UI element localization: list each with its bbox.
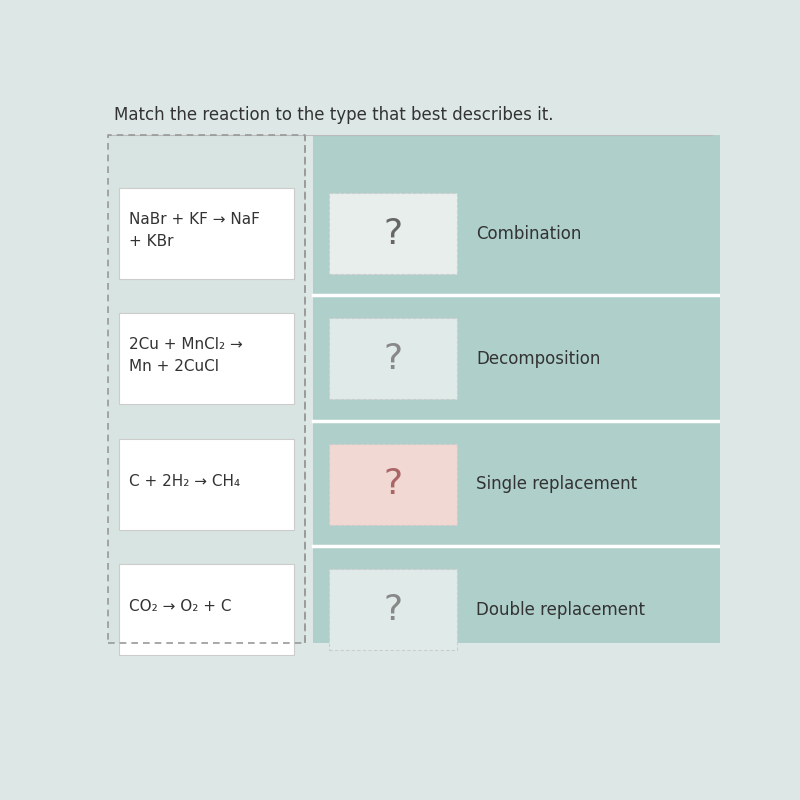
Text: ?: ?: [383, 467, 402, 501]
Text: Match the reaction to the type that best describes it.: Match the reaction to the type that best…: [114, 106, 554, 124]
Bar: [329, 569, 457, 650]
Text: ?: ?: [383, 593, 402, 626]
Text: 2Cu + MnCl₂ →
Mn + 2CuCl: 2Cu + MnCl₂ → Mn + 2CuCl: [129, 337, 242, 374]
Bar: [119, 438, 294, 530]
Text: C + 2H₂ → CH₄: C + 2H₂ → CH₄: [129, 474, 240, 489]
Bar: [119, 188, 294, 279]
Text: Single replacement: Single replacement: [476, 475, 637, 493]
Bar: [329, 318, 457, 399]
Bar: [100, 96, 720, 130]
Bar: [329, 444, 457, 525]
Text: Decomposition: Decomposition: [476, 350, 600, 367]
Text: CO₂ → O₂ + C: CO₂ → O₂ + C: [129, 599, 231, 614]
Text: ?: ?: [383, 217, 402, 251]
Text: ?: ?: [383, 342, 402, 375]
Text: NaBr + KF → NaF
+ KBr: NaBr + KF → NaF + KBr: [129, 212, 259, 250]
Bar: [313, 134, 720, 642]
Bar: [108, 134, 306, 642]
Bar: [329, 194, 457, 274]
Text: Double replacement: Double replacement: [476, 601, 645, 618]
Bar: [119, 564, 294, 655]
Text: Combination: Combination: [476, 225, 582, 243]
Bar: [119, 313, 294, 404]
